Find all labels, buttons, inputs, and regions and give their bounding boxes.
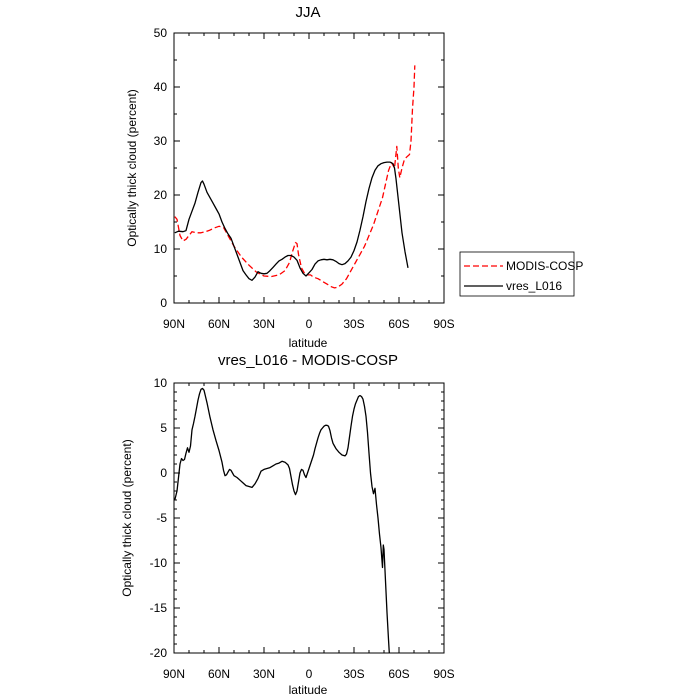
bottom-y-tick-label: -5	[156, 511, 167, 525]
legend-label-vres: vres_L016	[506, 279, 562, 293]
bottom-x-tick-label: 30N	[253, 667, 275, 681]
bottom-y-tick-label: -10	[150, 556, 168, 570]
legend-box	[459, 251, 575, 297]
bottom-y-tick-label: 0	[160, 466, 167, 480]
legend: MODIS-COSP vres_L016	[459, 251, 583, 297]
top-y-tick-label: 10	[154, 242, 168, 256]
bottom-x-tick-label: 90S	[433, 667, 454, 681]
bottom-x-tick-label: 30S	[343, 667, 364, 681]
top-series-vres-l016-line	[174, 161, 409, 281]
top-y-tick-label: 0	[160, 296, 167, 310]
bottom-x-axis-label: latitude	[289, 683, 328, 697]
top-series-modis-cosp-line	[174, 65, 416, 289]
bottom-panel: vres_L016 - MODIS-COSP Optically thick c…	[120, 352, 455, 697]
top-y-tick-label: 40	[154, 80, 168, 94]
bottom-x-tick-label: 90N	[163, 667, 185, 681]
top-y-tick-label: 30	[154, 134, 168, 148]
top-y-tick-label: 20	[154, 188, 168, 202]
top-y-axis-label: Optically thick cloud (percent)	[125, 89, 139, 246]
top-y-tick-label: 50	[154, 26, 168, 40]
legend-label-modis: MODIS-COSP	[506, 259, 583, 273]
top-x-tick-label: 30S	[343, 317, 364, 331]
bottom-y-tick-label: -20	[150, 646, 168, 660]
bottom-x-tick-label: 60N	[208, 667, 230, 681]
top-chart-title: JJA	[295, 4, 320, 21]
top-plot-frame	[173, 32, 445, 304]
top-x-tick-label: 90S	[433, 317, 454, 331]
top-x-axis-label: latitude	[289, 336, 328, 350]
bottom-series-vres-l016-modis-cosp-line	[174, 387, 390, 654]
top-x-tick-label: 60S	[388, 317, 409, 331]
bottom-y-tick-label: -15	[150, 601, 168, 615]
top-x-tick-label: 0	[306, 317, 313, 331]
bottom-chart-title: vres_L016 - MODIS-COSP	[218, 352, 398, 369]
bottom-y-tick-label: 5	[160, 421, 167, 435]
bottom-x-tick-label: 60S	[388, 667, 409, 681]
top-x-tick-label: 30N	[253, 317, 275, 331]
bottom-y-axis-label: Optically thick cloud (percent)	[120, 439, 134, 596]
bottom-y-tick-label: 10	[154, 376, 168, 390]
top-x-tick-label: 60N	[208, 317, 230, 331]
bottom-x-tick-label: 0	[306, 667, 313, 681]
bottom-plot-frame	[173, 382, 445, 654]
top-panel: JJA Optically thick cloud (percent) lati…	[125, 4, 583, 350]
top-x-tick-label: 90N	[163, 317, 185, 331]
